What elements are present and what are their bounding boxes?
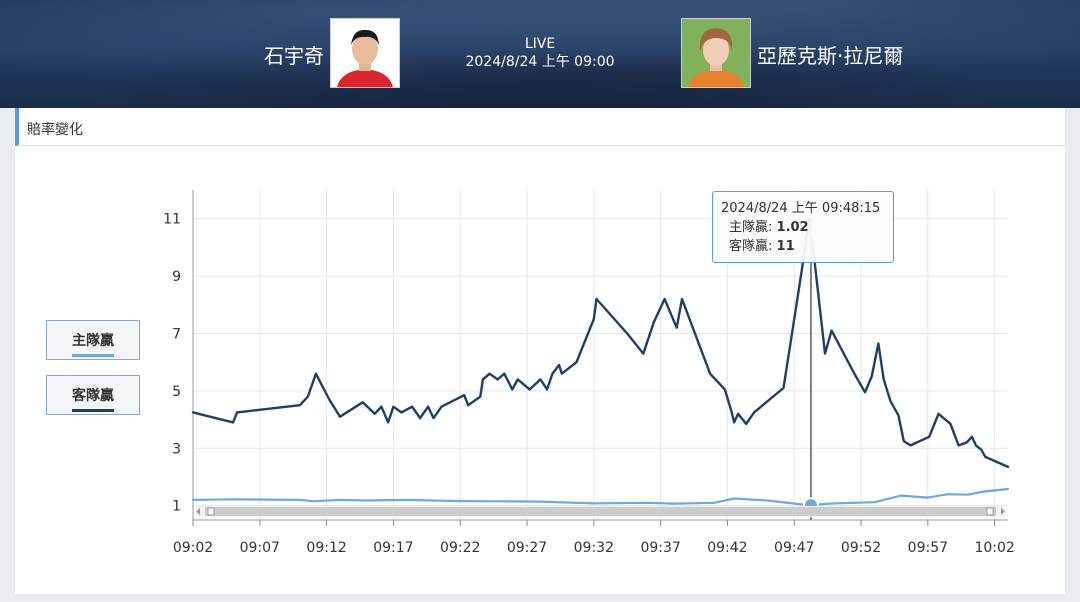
y-tick-label: 7 <box>172 326 181 342</box>
x-tick-label: 09:37 <box>640 540 680 556</box>
live-label: LIVE <box>524 36 556 52</box>
tooltip-home-label: 主隊贏 <box>729 220 769 235</box>
y-tick-label: 5 <box>172 384 181 400</box>
tooltip-home-value: 1.02 <box>776 220 809 235</box>
x-tick-label: 09:47 <box>774 540 814 556</box>
chart-lines <box>191 217 1010 507</box>
away-player-avatar <box>681 18 751 88</box>
chart-scrollbar <box>196 506 1005 517</box>
x-tick-label: 09:07 <box>240 540 280 556</box>
chart-axes: 09:02 09:07 09:12 09:17 09:22 09:27 09:32 09:37… <box>163 190 1015 556</box>
x-tick-label: 09:52 <box>841 540 881 556</box>
legend-away-win-label: 客隊贏 <box>72 388 114 404</box>
y-tick-label: 11 <box>163 212 181 228</box>
chart-tooltip: 2024/8/24 上午 09:48:15 主隊贏: 1.02 客隊贏: 11 <box>712 191 894 263</box>
tooltip-home-row: 主隊贏: 1.02 <box>729 220 809 235</box>
panel-title: 賠率變化 <box>27 122 83 138</box>
x-tick-label: 09:57 <box>908 540 948 556</box>
x-tick-label: 09:17 <box>373 540 413 556</box>
panel-title-bar: 賠率變化 <box>15 108 1065 146</box>
y-tick-label: 9 <box>172 269 181 285</box>
tooltip-away-row: 客隊贏: 11 <box>729 239 795 254</box>
x-tick-label: 10:02 <box>974 540 1014 556</box>
match-header: 石宇奇 LIVE 2024/8/24 上午 09:00 亞歷克斯·拉尼爾 <box>0 0 1080 108</box>
match-datetime: 2024/8/24 上午 09:00 <box>465 54 615 70</box>
legend-away-win-button[interactable]: 客隊贏 <box>46 375 140 415</box>
x-tick-label: 09:12 <box>306 540 346 556</box>
scrollbar-thumb <box>205 507 996 516</box>
header-background <box>0 0 1080 108</box>
x-tick-label: 09:02 <box>173 540 213 556</box>
legend-home-win-swatch <box>72 354 114 357</box>
scrollbar-right-handle <box>986 507 994 516</box>
y-tick-label: 1 <box>172 499 181 515</box>
scrollbar-right-arrow-icon <box>1001 508 1005 515</box>
series-away-win-line <box>191 217 1010 469</box>
tooltip-away-value: 11 <box>776 239 795 254</box>
home-player-avatar <box>330 18 400 88</box>
legend-away-win-swatch <box>72 409 114 412</box>
tooltip-away-label: 客隊贏 <box>729 239 769 254</box>
scrollbar-left-handle <box>207 507 215 516</box>
y-tick-label: 3 <box>172 441 181 457</box>
legend-home-win-label: 主隊贏 <box>72 333 114 349</box>
home-player-name: 石宇奇 <box>264 44 324 68</box>
legend-home-win-button[interactable]: 主隊贏 <box>46 320 140 360</box>
x-tick-label: 09:22 <box>440 540 480 556</box>
series-home-win-line <box>191 487 1010 507</box>
tooltip-time: 2024/8/24 上午 09:48:15 <box>721 201 881 216</box>
match-status: LIVE 2024/8/24 上午 09:00 <box>440 35 640 71</box>
away-player-name: 亞歷克斯·拉尼爾 <box>757 44 904 68</box>
x-tick-label: 09:42 <box>707 540 747 556</box>
x-tick-label: 09:32 <box>574 540 614 556</box>
scrollbar-left-arrow-icon <box>196 508 200 515</box>
x-tick-label: 09:27 <box>507 540 547 556</box>
